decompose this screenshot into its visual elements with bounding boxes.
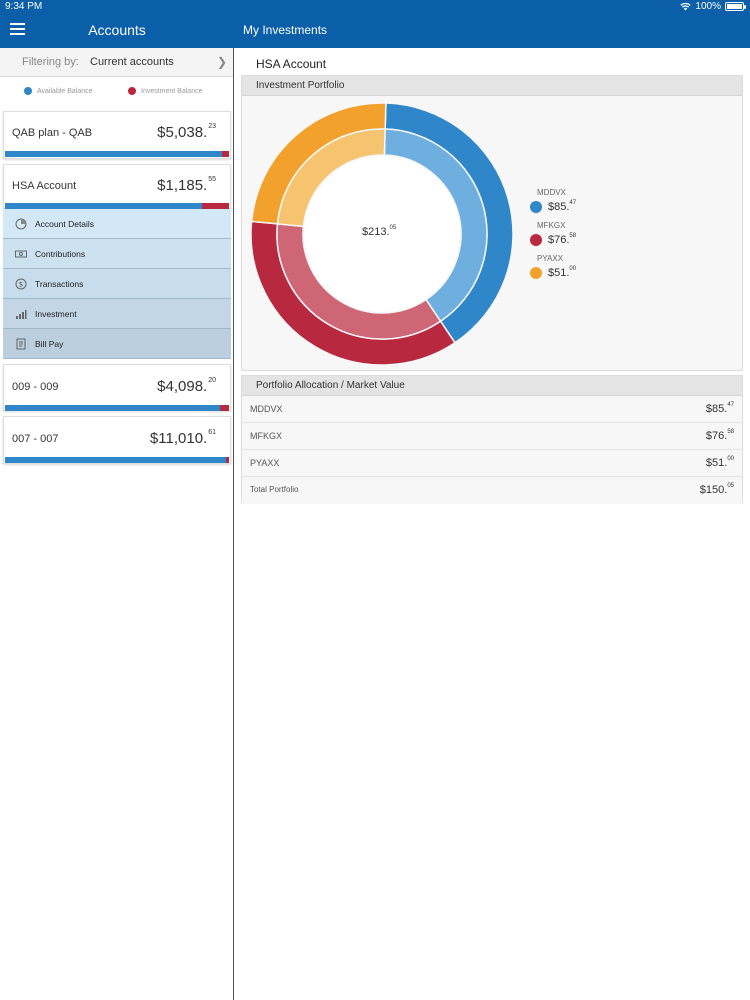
fund-name: PYAXX: [250, 458, 280, 468]
submenu-label: Transactions: [35, 279, 84, 289]
submenu-bill-pay[interactable]: Bill Pay: [3, 329, 231, 359]
submenu-label: Contributions: [35, 249, 86, 259]
available-bar-segment: [5, 151, 223, 157]
submenu-label: Investment: [35, 309, 77, 319]
legend-label: MDDVX: [537, 188, 566, 197]
investment-dot-icon: [128, 87, 136, 95]
available-dot-icon: [24, 87, 32, 95]
account-card-009[interactable]: 009 - 009 $4,098.20: [3, 364, 231, 411]
submenu-label: Bill Pay: [35, 339, 64, 349]
status-right: 100%: [680, 1, 746, 12]
chevron-right-icon: ❯: [216, 55, 227, 69]
filter-value: Current accounts: [90, 56, 174, 68]
allocation-header: Portfolio Allocation / Market Value: [242, 376, 742, 396]
investments-main: HSA Account Investment Portfolio $213.05…: [235, 48, 750, 1000]
available-bar-segment: [5, 405, 221, 411]
chart-legend-item-pyaxx: PYAXX $51.00: [530, 254, 610, 286]
balance-bar: [5, 405, 229, 411]
available-bar-segment: [5, 457, 226, 463]
available-bar-segment: [5, 203, 203, 209]
legend-investment-label: Investment Balance: [141, 87, 203, 95]
allocation-row: MDDVX $85.47: [242, 396, 742, 423]
fund-name: MDDVX: [250, 404, 283, 414]
hsa-submenu: Account Details Contributions $ Transact…: [3, 209, 231, 359]
pie-chart-icon: [15, 218, 27, 230]
allocation-total-row: Total Portfolio $150.05: [242, 477, 742, 504]
investment-bar-segment: [220, 405, 229, 411]
submenu-transactions[interactable]: $ Transactions: [3, 269, 231, 299]
submenu-account-details[interactable]: Account Details: [3, 209, 231, 239]
legend-label: MFKGX: [537, 221, 566, 230]
account-balance: $5,038.23: [157, 123, 216, 141]
account-balance: $11,010.61: [149, 429, 216, 447]
status-time: 9:34 PM: [5, 1, 43, 12]
account-name: HSA Account: [12, 180, 77, 192]
balance-bar: [5, 457, 229, 463]
submenu-investment[interactable]: Investment: [3, 299, 231, 329]
portfolio-header: Investment Portfolio: [242, 76, 742, 96]
filter-label: Filtering by:: [22, 56, 79, 68]
account-name: QAB plan - QAB: [12, 127, 93, 139]
accounts-sidebar: Filtering by: Current accounts ❯ Availab…: [0, 48, 234, 1000]
investment-bar-segment: [202, 203, 229, 209]
account-balance: $1,185.55: [157, 176, 216, 194]
legend-dot-icon: [530, 201, 542, 213]
cash-icon: [15, 250, 27, 258]
dollar-circle-icon: $: [15, 278, 27, 290]
account-card-qab[interactable]: QAB plan - QAB $5,038.23: [3, 111, 231, 159]
allocation-row: PYAXX $51.00: [242, 450, 742, 477]
balance-bar: [5, 203, 229, 209]
hamburger-menu-icon[interactable]: [10, 23, 25, 36]
allocation-panel: Portfolio Allocation / Market Value MDDV…: [241, 375, 743, 504]
legend-available-label: Available Balance: [37, 87, 93, 95]
accounts-title: Accounts: [88, 22, 146, 38]
account-card-hsa[interactable]: HSA Account $1,185.55: [3, 164, 231, 209]
legend-value: $76.58: [548, 233, 577, 246]
legend-investment: Investment Balance: [128, 87, 202, 95]
chart-legend-item-mfkgx: MFKGX $76.58: [530, 221, 610, 253]
donut-center-total: $213.05: [362, 225, 397, 238]
fund-value: $76.58: [705, 429, 734, 442]
submenu-contributions[interactable]: Contributions: [3, 239, 231, 269]
account-name: 009 - 009: [12, 381, 59, 393]
investment-bar-segment: [225, 457, 229, 463]
investment-portfolio-panel: Investment Portfolio $213.05 MDDVX $85.4…: [241, 75, 743, 371]
fund-value: $51.00: [705, 456, 734, 469]
my-investments-title: My Investments: [243, 23, 328, 37]
legend-value: $85.47: [548, 200, 577, 213]
svg-text:$: $: [19, 281, 23, 289]
portfolio-donut-chart: [250, 102, 514, 366]
battery-percent: 100%: [695, 1, 721, 12]
nav-bar: Accounts My Investments: [0, 14, 750, 48]
legend-value: $51.00: [548, 266, 577, 279]
legend-available: Available Balance: [24, 87, 93, 95]
bar-chart-icon: [16, 310, 27, 319]
bill-icon: [16, 338, 26, 350]
wifi-icon: [680, 2, 692, 11]
legend-dot-icon: [530, 267, 542, 279]
balance-bar: [5, 151, 229, 157]
donut-inner-ring-pyaxx: [276, 128, 386, 228]
total-value: $150.05: [699, 483, 734, 496]
total-label: Total Portfolio: [250, 485, 299, 494]
investment-bar-segment: [222, 151, 229, 157]
legend-dot-icon: [530, 234, 542, 246]
chart-legend-item-mddvx: MDDVX $85.47: [530, 188, 610, 220]
fund-name: MFKGX: [250, 431, 283, 441]
account-balance: $4,098.20: [157, 377, 216, 395]
donut-hole: [304, 156, 460, 312]
account-title: HSA Account: [256, 57, 327, 71]
submenu-label: Account Details: [35, 219, 95, 229]
battery-icon: [725, 2, 746, 11]
allocation-row: MFKGX $76.58: [242, 423, 742, 450]
legend-label: PYAXX: [537, 254, 564, 263]
filter-row[interactable]: Filtering by: Current accounts ❯: [0, 48, 233, 77]
account-card-007[interactable]: 007 - 007 $11,010.61: [3, 416, 231, 464]
status-bar: 9:34 PM 100%: [0, 0, 750, 14]
balance-legend: Available Balance Investment Balance: [0, 77, 233, 108]
fund-value: $85.47: [705, 402, 734, 415]
account-name: 007 - 007: [12, 433, 59, 445]
